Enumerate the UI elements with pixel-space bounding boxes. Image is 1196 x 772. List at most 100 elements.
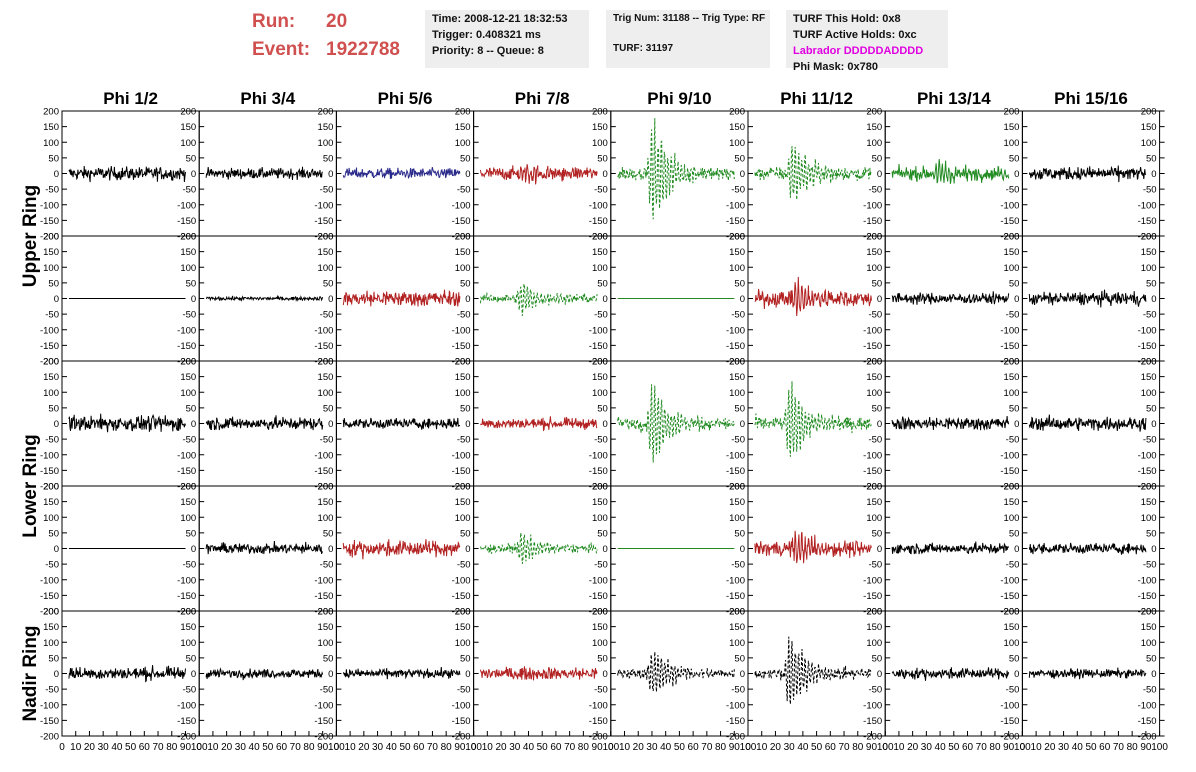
waveform-trace (480, 532, 598, 564)
y-tick-label: 0 (740, 544, 745, 555)
x-tick-label: 80 (166, 742, 178, 753)
y-tick-label: -150 (314, 341, 333, 352)
y-tick-label: -150 (452, 216, 471, 227)
y-tick-label: 150 (592, 372, 608, 383)
y-tick-label: 50 (597, 153, 608, 164)
y-tick-label: 50 (734, 153, 745, 164)
y-tick-label: 150 (866, 497, 882, 508)
y-tick-label: 100 (318, 138, 334, 149)
y-tick-label: 100 (180, 638, 196, 649)
x-tick-label: 40 (111, 742, 123, 753)
y-tick-label: 0 (54, 294, 59, 305)
x-tick-label: 90 (317, 742, 329, 753)
y-tick-label: 100 (318, 388, 334, 399)
y-tick-label: 150 (455, 247, 471, 258)
x-tick-label: 10 (207, 742, 219, 753)
x-tick-label: 20 (1044, 742, 1056, 753)
column-header-label: Phi 11/12 (780, 89, 853, 108)
x-tick-label: 0 (471, 742, 477, 753)
x-tick-label: 80 (715, 742, 727, 753)
y-tick-label: -50 (731, 435, 745, 446)
x-tick-label: 90 (1140, 742, 1152, 753)
x-tick-label: 80 (303, 742, 315, 753)
y-tick-label: -200 (863, 482, 882, 493)
y-tick-label: 100 (1141, 513, 1157, 524)
y-tick-label: -200 (40, 732, 59, 743)
x-tick-label: 60 (550, 742, 562, 753)
y-tick-label: -150 (40, 341, 59, 352)
y-tick-label: 100 (43, 388, 59, 399)
y-tick-label: 150 (1141, 122, 1157, 133)
waveform-trace (68, 165, 186, 183)
y-tick-label: 200 (1141, 482, 1157, 493)
y-tick-label: -200 (589, 607, 608, 618)
y-tick-label: 200 (43, 482, 59, 493)
y-tick-label: -50 (594, 185, 608, 196)
y-tick-label: -100 (1138, 700, 1157, 711)
y-tick-label: 150 (318, 497, 334, 508)
y-tick-label: -50 (1006, 685, 1020, 696)
y-tick-label: 150 (866, 372, 882, 383)
y-tick-label: -50 (320, 435, 334, 446)
y-tick-label: -150 (589, 216, 608, 227)
x-tick-label: 20 (907, 742, 919, 753)
y-tick-label: -100 (1000, 700, 1019, 711)
y-tick-label: 0 (603, 294, 608, 305)
y-tick-label: -100 (314, 200, 333, 211)
y-tick-label: 150 (180, 247, 196, 258)
waveform-trace (1028, 414, 1147, 432)
x-tick-label: 20 (221, 742, 233, 753)
y-tick-label: 50 (872, 403, 883, 414)
x-tick-label: 50 (537, 742, 549, 753)
y-tick-label: 50 (323, 653, 334, 664)
y-tick-label: -200 (177, 732, 196, 743)
x-tick-label: 10 (619, 742, 631, 753)
y-tick-label: 50 (48, 403, 59, 414)
y-tick-label: 150 (180, 622, 196, 633)
y-tick-label: -100 (177, 325, 196, 336)
y-tick-label: -100 (589, 700, 608, 711)
y-tick-label: -150 (40, 466, 59, 477)
y-tick-label: 50 (1009, 528, 1020, 539)
turf-text: TURF: 31197 (613, 43, 674, 54)
y-tick-label: -150 (314, 466, 333, 477)
y-tick-label: -150 (726, 216, 745, 227)
y-tick-label: 0 (465, 419, 470, 430)
y-tick-label: 0 (877, 669, 882, 680)
y-tick-label: -100 (40, 575, 59, 586)
y-tick-label: -50 (1006, 185, 1020, 196)
y-tick-label: 100 (318, 263, 334, 274)
y-tick-label: -50 (320, 560, 334, 571)
waveform-trace (891, 667, 1010, 681)
x-tick-label: 20 (770, 742, 782, 753)
y-tick-label: -200 (1138, 732, 1157, 743)
y-tick-label: 200 (43, 232, 59, 243)
y-tick-label: 150 (1141, 247, 1157, 258)
waveform-trace (480, 283, 598, 317)
y-tick-label: 200 (729, 232, 745, 243)
y-tick-label: -100 (1000, 450, 1019, 461)
x-tick-label: 70 (701, 742, 713, 753)
y-tick-label: 0 (54, 169, 59, 180)
y-tick-label: -50 (1006, 310, 1020, 321)
y-tick-label: -50 (1143, 310, 1157, 321)
y-tick-label: -50 (182, 310, 196, 321)
x-tick-label: 90 (454, 742, 466, 753)
y-tick-label: -200 (452, 732, 471, 743)
y-tick-label: 150 (318, 372, 334, 383)
x-tick-label: 100 (328, 742, 345, 753)
y-tick-label: -50 (868, 685, 882, 696)
y-tick-label: 50 (734, 653, 745, 664)
y-tick-label: -150 (177, 341, 196, 352)
y-tick-label: -150 (452, 341, 471, 352)
y-tick-label: 200 (729, 357, 745, 368)
y-tick-label: 100 (180, 388, 196, 399)
y-tick-label: 50 (1146, 528, 1157, 539)
y-tick-label: 150 (455, 372, 471, 383)
y-tick-label: -150 (40, 716, 59, 727)
y-tick-label: -50 (320, 685, 334, 696)
y-tick-label: -100 (726, 450, 745, 461)
x-tick-label: 0 (882, 742, 888, 753)
y-tick-label: -100 (863, 575, 882, 586)
y-tick-label: 50 (186, 403, 197, 414)
